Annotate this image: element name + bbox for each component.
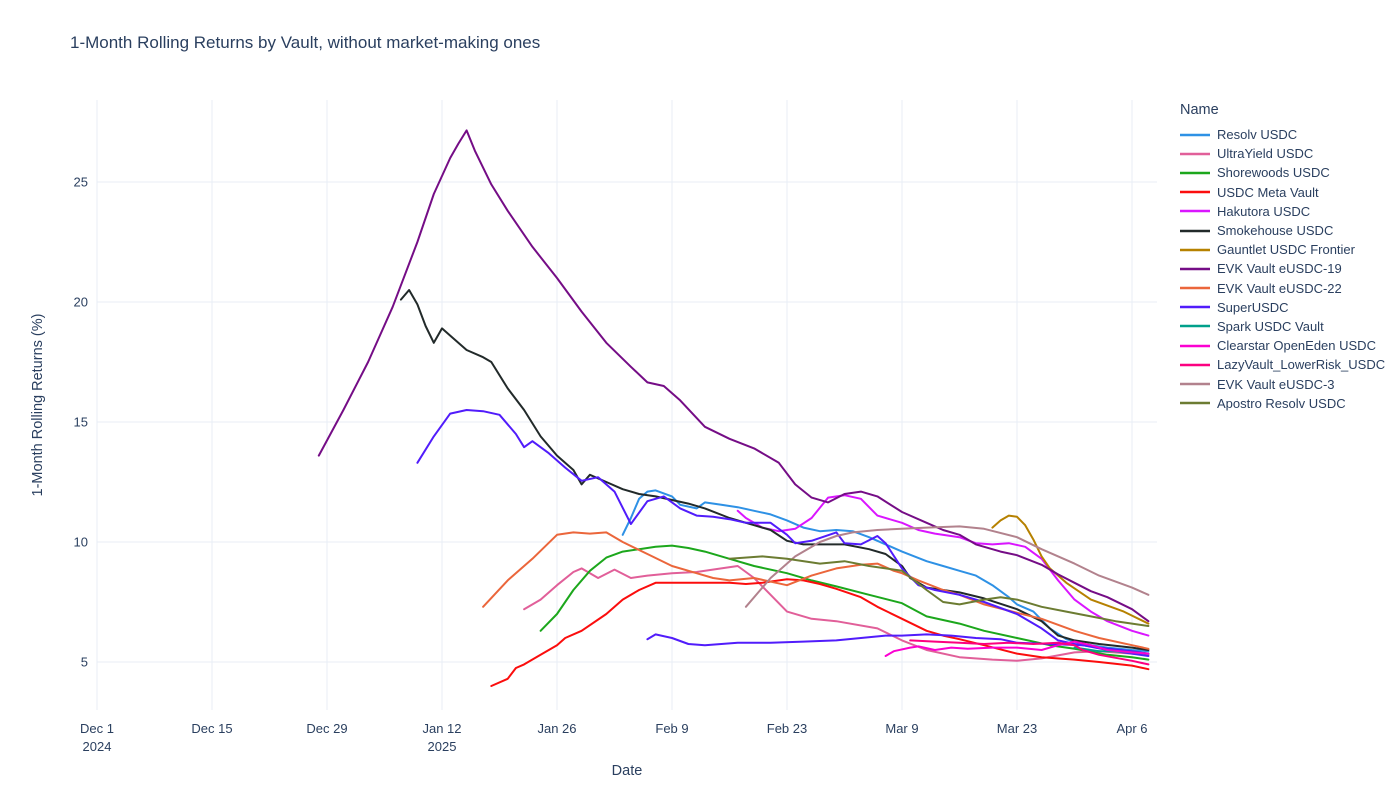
legend-item-apostro-resolv-usdc[interactable]: Apostro Resolv USDC bbox=[1180, 394, 1398, 413]
legend-item-ultrayield-usdc[interactable]: UltraYield USDC bbox=[1180, 144, 1398, 163]
line-superusdc bbox=[416, 409, 1150, 655]
y-tick-label: 5 bbox=[81, 655, 88, 670]
legend-item-label: EVK Vault eUSDC-19 bbox=[1217, 261, 1342, 277]
x-tick-label: Dec 29 bbox=[306, 721, 347, 736]
legend-line-icon bbox=[1180, 382, 1210, 386]
legend-item-resolv-usdc[interactable]: Resolv USDC bbox=[1180, 125, 1398, 144]
y-axis-title: 1-Month Rolling Returns (%) bbox=[30, 314, 46, 497]
legend-item-label: Resolv USDC bbox=[1217, 127, 1298, 143]
line-gauntlet-usdc-frontier bbox=[991, 514, 1150, 625]
legend-item-hakutora-usdc[interactable]: Hakutora USDC bbox=[1180, 202, 1398, 221]
legend-item-spark-usdc-vault[interactable]: Spark USDC Vault bbox=[1180, 317, 1398, 336]
legend-item-gauntlet-usdc-frontier[interactable]: Gauntlet USDC Frontier bbox=[1180, 240, 1398, 259]
legend-item-label: EVK Vault eUSDC-3 bbox=[1217, 376, 1335, 392]
legend-item-evk-vault-eusdc-3[interactable]: EVK Vault eUSDC-3 bbox=[1180, 374, 1398, 393]
legend-line-icon bbox=[1180, 152, 1210, 156]
chart-title: 1-Month Rolling Returns by Vault, withou… bbox=[70, 33, 541, 52]
legend-item-label: LazyVault_LowerRisk_USDC bbox=[1217, 357, 1386, 373]
x-tick-label: Jan 26 bbox=[537, 721, 576, 736]
y-tick-label: 15 bbox=[74, 415, 88, 430]
legend-item-evk-vault-eusdc-22[interactable]: EVK Vault eUSDC-22 bbox=[1180, 279, 1398, 298]
y-tick-label: 25 bbox=[74, 175, 88, 190]
legend-item-label: Apostro Resolv USDC bbox=[1217, 395, 1346, 411]
legend-item-usdc-meta-vault[interactable]: USDC Meta Vault bbox=[1180, 183, 1398, 202]
legend-item-label: Gauntlet USDC Frontier bbox=[1217, 242, 1355, 258]
line-hakutora-usdc bbox=[736, 494, 1150, 637]
legend-item-clearstar-openeden-usdc[interactable]: Clearstar OpenEden USDC bbox=[1180, 336, 1398, 355]
legend-item-shorewoods-usdc[interactable]: Shorewoods USDC bbox=[1180, 163, 1398, 182]
line-clearstar-openeden-usdc bbox=[884, 640, 1150, 657]
legend-line-icon bbox=[1180, 344, 1210, 347]
x-tick-label: Mar 23 bbox=[997, 721, 1037, 736]
legend-item-label: Smokehouse USDC bbox=[1217, 223, 1334, 239]
legend-item-label: SuperUSDC bbox=[1217, 299, 1289, 315]
legend-item-smokehouse-usdc[interactable]: Smokehouse USDC bbox=[1180, 221, 1398, 240]
legend-item-label: Spark USDC Vault bbox=[1217, 318, 1324, 334]
legend-line-icon bbox=[1180, 210, 1210, 213]
y-tick-label: 20 bbox=[74, 295, 88, 310]
x-tick-label: Feb 9 bbox=[655, 721, 688, 736]
legend-item-label: Shorewoods USDC bbox=[1217, 165, 1330, 181]
legend-item-label: Clearstar OpenEden USDC bbox=[1217, 338, 1376, 354]
legend-line-icon bbox=[1180, 306, 1210, 309]
x-tick-label: Dec 15 bbox=[191, 721, 232, 736]
legend-title: Name bbox=[1180, 102, 1219, 118]
legend-item-evk-vault-eusdc-19[interactable]: EVK Vault eUSDC-19 bbox=[1180, 259, 1398, 278]
x-tick-label: Jan 12 bbox=[422, 721, 461, 736]
line-apostro-resolv-usdc bbox=[728, 555, 1150, 627]
legend-item-label: Hakutora USDC bbox=[1217, 203, 1311, 219]
line-smokehouse-usdc bbox=[399, 289, 1150, 651]
legend: Name Resolv USDC UltraYield USDC Shorewood… bbox=[1180, 102, 1398, 413]
legend-item-label: USDC Meta Vault bbox=[1217, 184, 1319, 200]
legend-line-icon bbox=[1180, 190, 1210, 194]
legend-item-label: UltraYield USDC bbox=[1217, 146, 1314, 162]
legend-line-icon bbox=[1180, 171, 1210, 175]
gridlines bbox=[96, 100, 1157, 710]
series-lines bbox=[317, 129, 1150, 687]
legend-items: Resolv USDC UltraYield USDC Shorewoods USD… bbox=[1180, 125, 1398, 413]
legend-item-label: EVK Vault eUSDC-22 bbox=[1217, 280, 1342, 296]
line-lazyvault-lowerrisk-usdc bbox=[909, 639, 1150, 666]
x-tick-label: Mar 9 bbox=[885, 721, 918, 736]
line-evk-vault-eusdc-22 bbox=[482, 531, 1150, 650]
x-tick-label: Apr 6 bbox=[1116, 721, 1147, 736]
y-tick-label: 10 bbox=[74, 535, 88, 550]
legend-line-icon bbox=[1180, 325, 1210, 328]
legend-line-icon bbox=[1180, 286, 1210, 290]
x-tick-label: Feb 23 bbox=[767, 721, 807, 736]
legend-line-icon bbox=[1180, 267, 1210, 271]
legend-line-icon bbox=[1180, 401, 1210, 405]
legend-line-icon bbox=[1180, 248, 1210, 251]
x-tick-label: Dec 1 bbox=[80, 721, 114, 736]
x-tick-year-label: 2025 bbox=[428, 739, 457, 754]
legend-item-lazyvault-lowerrisk-usdc[interactable]: LazyVault_LowerRisk_USDC bbox=[1180, 355, 1398, 374]
legend-item-superusdc[interactable]: SuperUSDC bbox=[1180, 298, 1398, 317]
line-ultrayield-usdc bbox=[523, 565, 1150, 662]
x-tick-year-label: 2024 bbox=[83, 739, 112, 754]
legend-line-icon bbox=[1180, 229, 1210, 232]
line-usdc-meta-vault bbox=[490, 578, 1150, 687]
x-axis-title: Date bbox=[612, 763, 643, 779]
legend-line-icon bbox=[1180, 133, 1210, 136]
legend-line-icon bbox=[1180, 363, 1210, 367]
line-evk-vault-eusdc-3 bbox=[744, 525, 1150, 608]
line-evk-vault-eusdc-19 bbox=[317, 129, 1150, 623]
